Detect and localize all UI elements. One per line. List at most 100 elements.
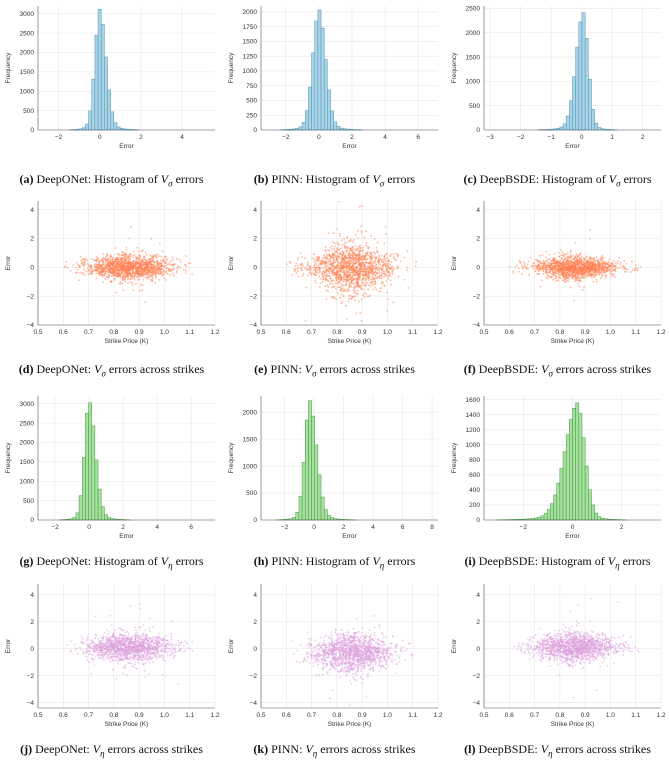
histogram-bar [591,109,595,131]
scatter-point [629,271,632,273]
scatter-point [302,272,305,275]
scatter-point [126,264,129,267]
scatter-point [579,279,582,282]
scatter-point [365,270,368,273]
scatter-point [366,245,369,248]
scatter-point [373,238,376,240]
scatter-point [83,262,86,265]
caption-text: DeepBSDE: Histogram of [476,172,609,186]
chart-panel-0-0: −2 0 2 4 0 500 1000 1500 2000 2500 3000 Error Freque… [0,0,223,152]
scatter-point [556,265,559,268]
scatter-point [122,269,124,272]
scatter-point [324,246,327,249]
scatter-point [101,275,104,278]
scatter-point [147,266,150,269]
scatter-point [585,261,587,264]
x-tick-label: 0.6 [282,329,291,336]
scatter-point [132,270,135,273]
scatter-point [360,255,362,257]
scatter-point [370,252,373,255]
histogram-bar [565,434,570,521]
scatter-point [351,279,353,282]
caption-tail: errors [384,554,416,568]
scatter-point [81,262,83,265]
scatter-point [377,259,379,262]
scatter-point [393,256,395,259]
scatter-point [343,237,345,240]
scatter-point [101,268,104,271]
scatter-point [370,266,373,269]
scatter-point [604,276,607,279]
scatter-point [368,279,370,282]
scatter-point [118,283,121,285]
scatter-point [322,276,324,278]
scatter-point [343,278,345,281]
scatter-point [574,241,577,244]
scatter-point [324,285,327,288]
scatter-point [353,299,356,301]
scatter-point [518,270,520,273]
scatter-point [552,272,555,275]
scatter-point [82,264,85,267]
histogram-bar [317,474,322,521]
scatter-point [172,258,175,261]
scatter-point [136,265,139,268]
scatter-point [312,266,315,269]
scatter-point [345,256,347,259]
scatter-point [385,253,388,256]
scatter-point [342,271,345,273]
histogram-bar [305,419,309,521]
scatter-point [577,277,579,279]
scatter-point [131,254,134,257]
scatter-point [562,258,564,261]
scatter-point [349,281,351,284]
scatter-point [333,261,336,264]
scatter-point [135,282,137,285]
scatter-point [362,261,364,263]
scatter-point [116,275,119,278]
scatter-point [574,269,577,272]
scatter-point [345,267,348,270]
scatter-point [157,266,159,269]
scatter-point [90,268,93,270]
scatter-point [590,273,593,275]
scatter-point [547,264,550,267]
scatter-point [359,311,362,314]
scatter-point [368,254,370,257]
scatter-point [172,272,175,275]
scatter-point [311,257,313,259]
y-tick-label: 1200 [466,427,481,434]
scatter-point [99,268,102,271]
plot-area: −2 0 2 4 6025050075010001250150017502000Erro… [228,6,438,150]
scatter-point [566,276,569,279]
histogram-bar [314,444,319,521]
scatter-point [543,262,546,264]
x-tick-label: 0.8 [109,329,118,336]
scatter-point [321,274,324,277]
scatter-point [574,279,577,281]
scatter-point [345,260,348,263]
scatter-point [552,274,555,276]
scatter-point [542,272,545,275]
y-tick-label: 2000 [20,50,35,57]
scatter-point [109,265,112,268]
x-tick-label: −2 [281,524,289,531]
scatter-point [323,278,325,280]
y-axis-label: Frequency [228,52,235,83]
scatter-point [601,274,604,277]
scatter-point [369,259,372,262]
scatter-point [595,274,598,276]
scatter-point [339,262,342,265]
scatter-point [330,281,332,283]
scatter-point [101,260,104,262]
scatter-point [331,271,333,273]
scatter-point [138,268,140,270]
scatter-point [355,259,358,262]
scatter-point [166,272,169,275]
scatter-point [369,256,372,259]
scatter-point [360,285,363,288]
scatter-point [311,271,313,274]
y-axis-label: Error [5,255,12,270]
